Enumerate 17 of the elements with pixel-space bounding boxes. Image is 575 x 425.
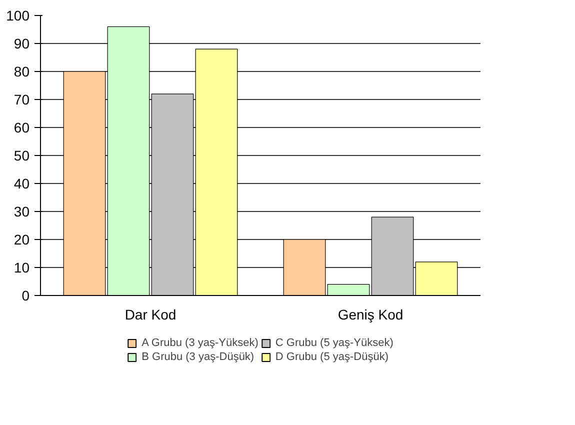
y-tick-label: 40 [14, 176, 30, 192]
y-tick-label: 20 [14, 232, 30, 248]
y-tick-label: 90 [14, 36, 30, 52]
x-tick-label: Dar Kod [124, 306, 176, 322]
legend-label: A Grubu (3 yaş-Yüksek) [142, 337, 258, 349]
y-tick-label: 0 [22, 288, 30, 304]
legend-label: C Grubu (5 yaş-Yüksek) [275, 337, 394, 349]
y-tick-label: 70 [14, 92, 30, 108]
legend-label: B Grubu (3 yaş-Düşük) [142, 351, 254, 363]
y-tick-label: 80 [14, 64, 30, 80]
legend-label: D Grubu (5 yaş-Düşük) [275, 351, 388, 363]
y-tick-label: 30 [14, 204, 30, 220]
y-tick-label: 100 [6, 8, 30, 24]
y-tick-label: 50 [14, 148, 30, 164]
x-tick-label: Geniş Kod [338, 306, 404, 322]
y-tick-label: 10 [14, 260, 30, 276]
y-tick-label: 60 [14, 120, 30, 136]
